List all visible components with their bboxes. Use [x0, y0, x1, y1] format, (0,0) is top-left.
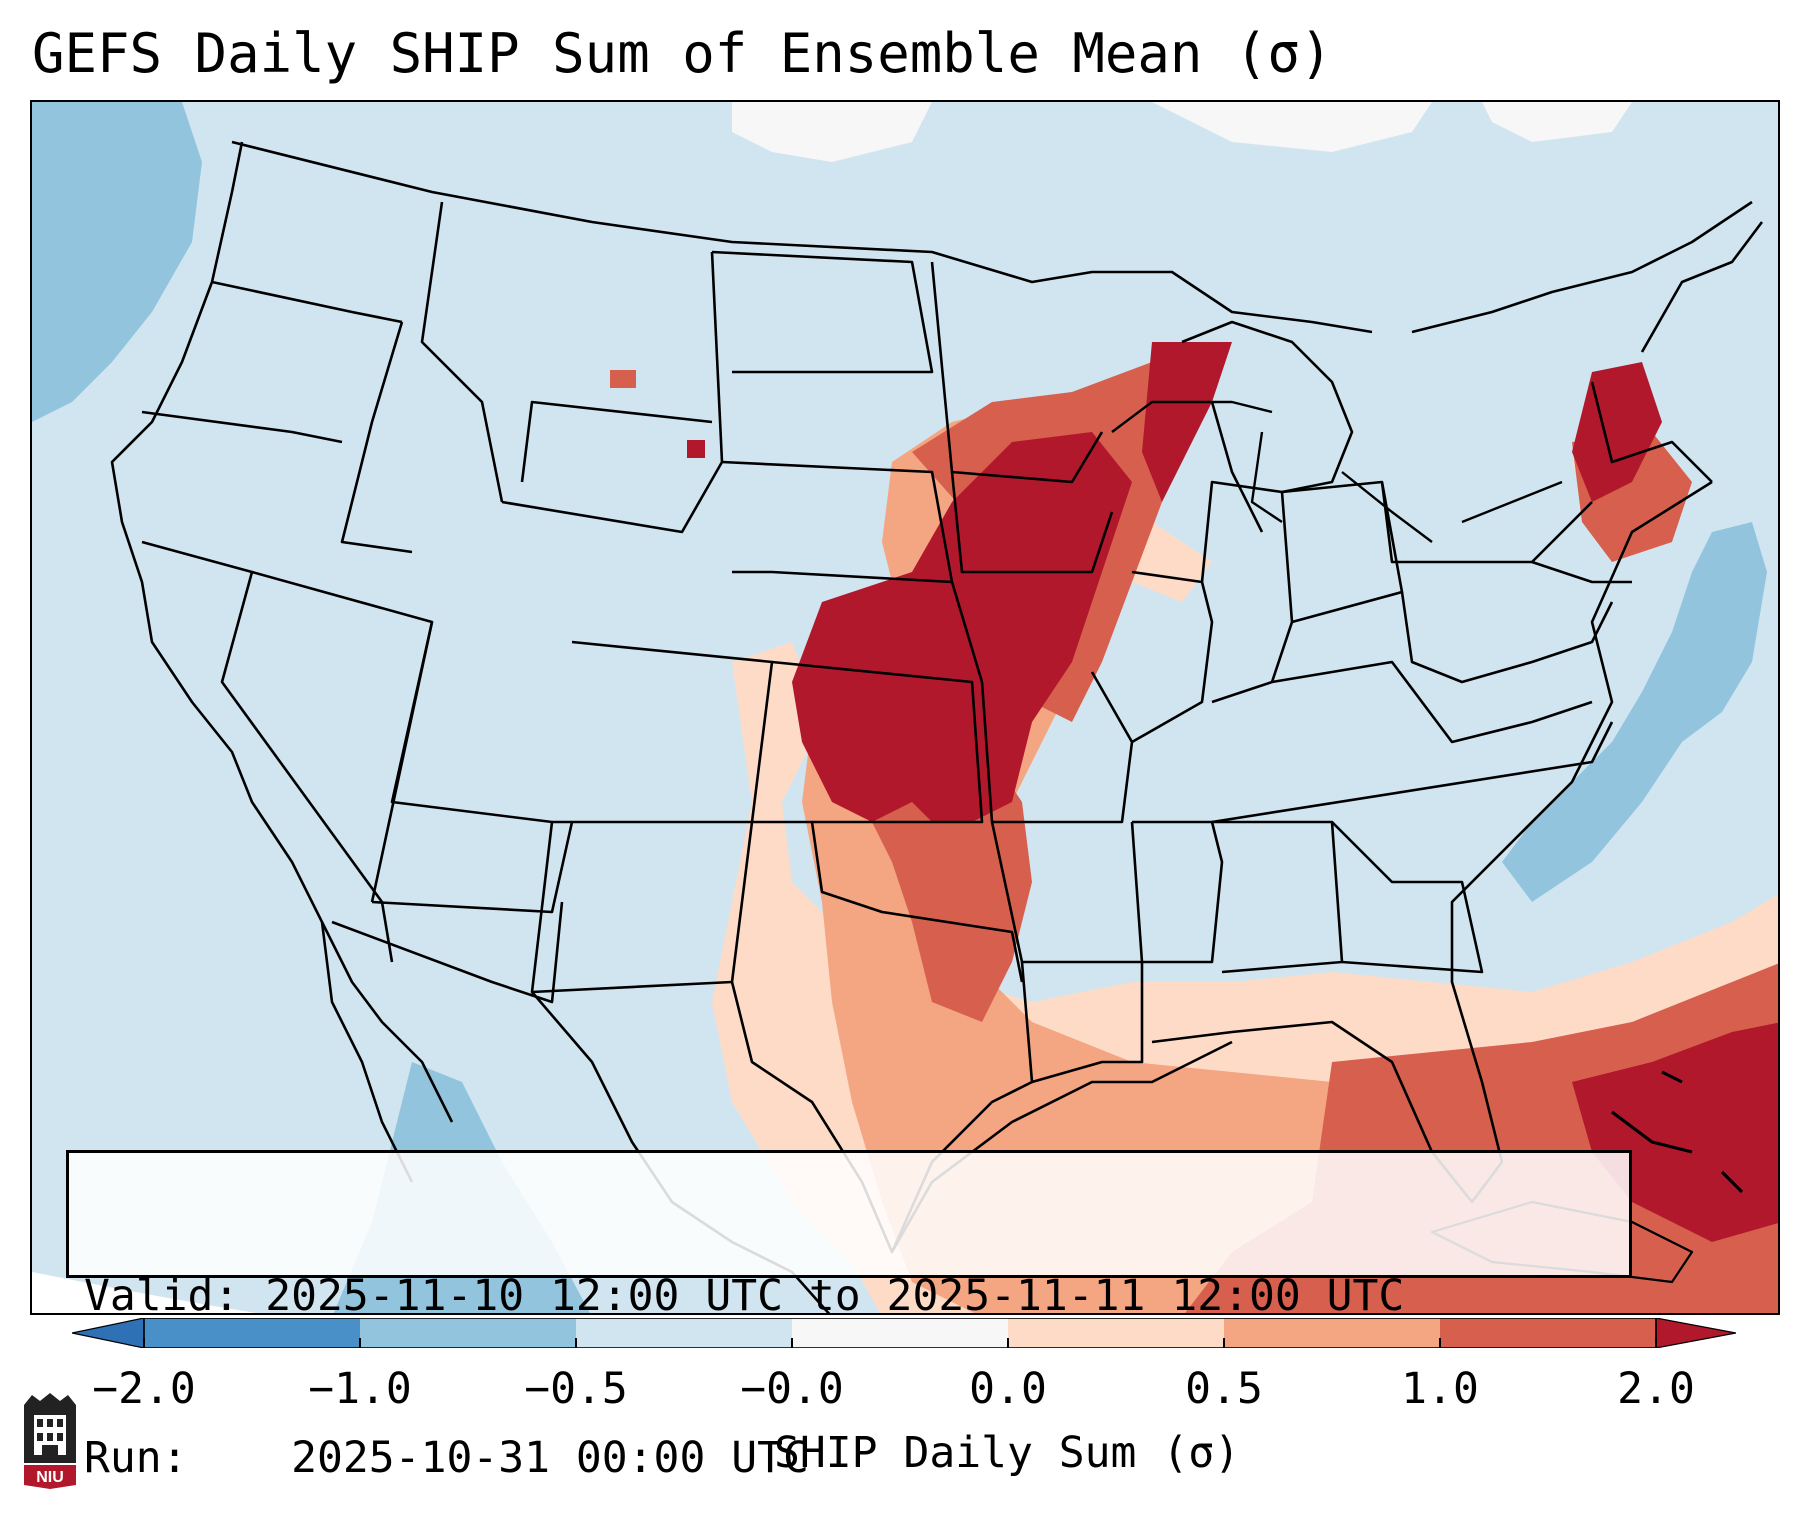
colorbar-bin [144, 1318, 361, 1348]
valid-row: Valid: 2025-11-10 12:00 UTC to 2025-11-1… [84, 1269, 1629, 1323]
colorbar-tick-label: −1.0 [308, 1364, 412, 1414]
colorbar-label: SHIP Daily Sum (σ) [774, 1428, 1240, 1478]
colorbar [72, 1318, 1736, 1348]
run-label: Run: [84, 1433, 188, 1483]
colorbar-bin [72, 1318, 145, 1348]
projection-edge [32, 1272, 257, 1313]
colorbar-tick-label: −0.0 [740, 1364, 844, 1414]
colorbar-bin [576, 1318, 793, 1348]
colorbar-tick-label: −2.0 [92, 1364, 196, 1414]
colorbar-tick-label: 0.0 [969, 1364, 1047, 1414]
colorbar-bin [360, 1318, 577, 1348]
colorbar-bin [1440, 1318, 1657, 1348]
valid-value: 2025-11-10 12:00 UTC to 2025-11-11 12:00… [265, 1271, 1405, 1321]
colorbar-tick-label: 2.0 [1617, 1364, 1695, 1414]
colorbar-bin [1655, 1318, 1736, 1348]
run-row: Run: 2025-10-31 00:00 UTC [84, 1431, 1629, 1485]
colorbar-ticks [143, 1338, 1657, 1348]
colorbar-tick-label: −0.5 [524, 1364, 628, 1414]
logo-text: NIU [36, 1469, 64, 1486]
valid-label: Valid: [84, 1271, 240, 1321]
info-box: Valid: 2025-11-10 12:00 UTC to 2025-11-1… [66, 1150, 1632, 1483]
colorbar-bin [1224, 1318, 1441, 1348]
colorbar-tick-label: 0.5 [1185, 1364, 1263, 1414]
map-canvas [32, 102, 1778, 1313]
colorbar-bin [792, 1318, 1009, 1348]
colorbar-tick-label: 1.0 [1401, 1364, 1479, 1414]
colorbar-bin [1008, 1318, 1225, 1348]
map-title: GEFS Daily SHIP Sum of Ensemble Mean (σ) [32, 22, 1333, 85]
map-panel[interactable] [30, 100, 1780, 1315]
run-value: 2025-10-31 00:00 UTC [291, 1433, 809, 1483]
colorbar-border [143, 1318, 1657, 1348]
niu-logo: NIU [24, 1393, 76, 1489]
colorbar-bins [72, 1318, 1736, 1348]
